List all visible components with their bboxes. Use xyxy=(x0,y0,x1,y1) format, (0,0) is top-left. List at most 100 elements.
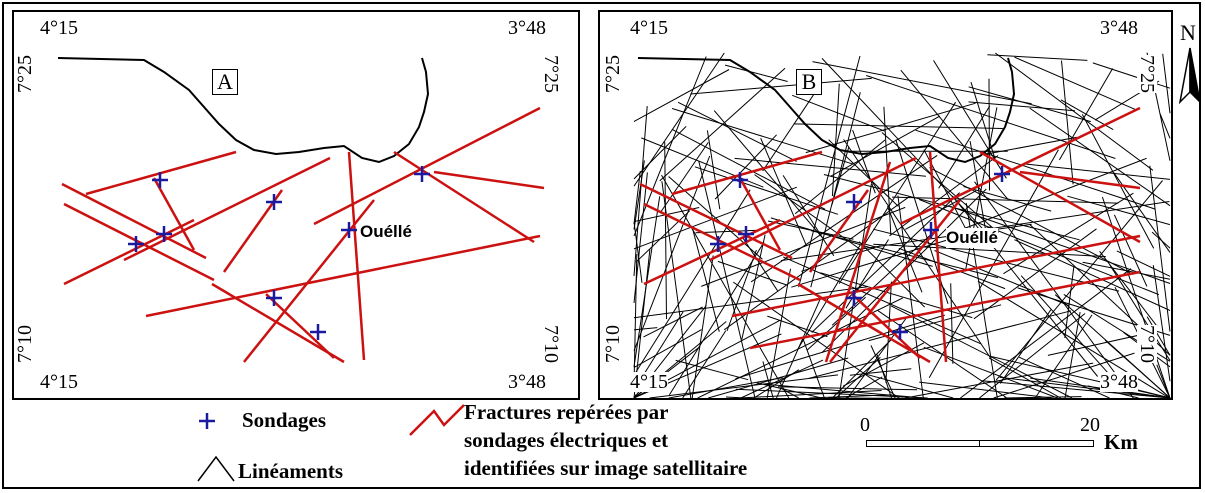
scale-start: 0 xyxy=(860,414,870,436)
legend-fractures-line3: identifiées sur image satellitaire xyxy=(464,456,748,480)
coastline xyxy=(57,57,430,164)
lineament-line xyxy=(968,101,1075,112)
lineament-line xyxy=(1116,250,1171,277)
lineament-line xyxy=(995,180,1163,381)
fractures xyxy=(61,106,545,364)
town-label-b: Ouéllé xyxy=(946,228,998,248)
lineament-line xyxy=(953,157,1147,233)
coord-right-bottom: 7°10 xyxy=(540,325,562,363)
lineament-line xyxy=(1003,192,1134,275)
lineament-line xyxy=(868,304,1002,342)
lineament-line xyxy=(1082,261,1171,280)
lineament-line xyxy=(963,186,1052,212)
coord-right-top: 7°25 xyxy=(540,55,562,93)
lineament-line xyxy=(633,160,645,230)
coord-top-right: 3°48 xyxy=(508,17,546,39)
lineament-line xyxy=(1058,68,1114,161)
lineament-line xyxy=(1064,266,1075,339)
lineament-line xyxy=(633,155,711,351)
lineament-line xyxy=(633,69,730,122)
lineament-line xyxy=(892,196,1119,204)
lineament-line xyxy=(999,309,1052,384)
lineament-line xyxy=(999,376,1171,398)
lineament-line xyxy=(915,129,1156,210)
lineament-line xyxy=(1162,53,1171,114)
lineament-line xyxy=(807,296,866,351)
lineament-line xyxy=(633,56,707,237)
lineament-line xyxy=(714,134,777,200)
lineament-line xyxy=(633,329,702,368)
lineament-line xyxy=(905,190,977,230)
map-panel-a: A Ouéllé 4°15 3°48 4°15 3°48 7°25 7°10 7… xyxy=(12,10,580,400)
lineament-line xyxy=(782,256,982,345)
lineament-line xyxy=(633,254,638,387)
lineament-line xyxy=(843,139,991,358)
lineament-line xyxy=(993,352,1135,398)
lineament-line xyxy=(1146,316,1171,356)
lineament-line xyxy=(1067,195,1171,226)
lineament-line xyxy=(805,102,976,154)
lineament-line xyxy=(661,181,692,398)
lineament-line xyxy=(1014,56,1136,110)
lineament-line xyxy=(905,362,1094,398)
map-b-canvas xyxy=(633,52,1171,398)
lineament-line xyxy=(760,138,807,246)
lineament-line xyxy=(1029,107,1171,207)
lineament-line xyxy=(735,314,945,380)
lineament-line xyxy=(981,380,1171,398)
lineament-line xyxy=(831,83,840,197)
lineament-line xyxy=(985,136,1077,155)
fractures xyxy=(639,106,1141,364)
lineament-line xyxy=(890,305,1073,398)
lineament-line xyxy=(776,298,821,398)
lineament-line xyxy=(643,306,703,338)
north-label: N xyxy=(1180,20,1196,45)
lineament-line xyxy=(900,69,1009,200)
lineament-line xyxy=(938,105,991,189)
coord-top-left: 4°15 xyxy=(630,17,668,39)
lineament-line xyxy=(995,52,1154,171)
coord-bottom-left: 4°15 xyxy=(630,371,668,393)
lineament-line xyxy=(754,174,864,252)
lineament-line xyxy=(1025,163,1171,180)
lineament-line xyxy=(979,313,1086,398)
lineament-line xyxy=(866,75,1116,159)
lineament-line xyxy=(677,101,797,162)
coastline xyxy=(637,57,1016,164)
lineament-line xyxy=(951,195,1098,377)
lineament-line xyxy=(690,77,872,95)
lineament-line xyxy=(726,249,757,332)
lineament-line xyxy=(793,123,1003,129)
lineament-line xyxy=(1159,114,1171,139)
map-a-canvas xyxy=(57,57,545,364)
coord-left-top: 7°25 xyxy=(602,55,624,93)
lineament-line xyxy=(897,195,924,398)
lineament-line xyxy=(849,368,912,376)
lineament-line xyxy=(691,255,714,398)
lineament-line xyxy=(987,54,1088,61)
lineament-line xyxy=(1109,264,1171,361)
lineament-line xyxy=(889,155,999,237)
lineament-line xyxy=(1014,239,1171,311)
lineament-line xyxy=(675,359,749,381)
lineament-line xyxy=(633,189,751,376)
town-label-a: Ouéllé xyxy=(360,222,412,241)
lineament-line xyxy=(740,359,824,398)
lineament-line xyxy=(830,115,941,177)
lineament-line xyxy=(876,354,892,398)
lineament-line xyxy=(661,174,790,398)
lineament-line xyxy=(852,129,876,194)
lineament-line xyxy=(1101,196,1171,398)
coord-left-bottom: 7°10 xyxy=(602,325,624,363)
lineament-line xyxy=(762,88,819,172)
lineament-line xyxy=(767,315,828,338)
lineament-line xyxy=(698,160,756,398)
lineament-line xyxy=(832,338,893,398)
lineament-line xyxy=(649,374,839,398)
sondage-markers xyxy=(710,166,1010,340)
lineament-line xyxy=(898,247,1006,290)
lineament-line xyxy=(1149,165,1171,332)
lineament-line xyxy=(885,281,892,383)
lineament-line xyxy=(633,186,797,250)
coord-right-top: 7°25 xyxy=(1136,55,1158,93)
